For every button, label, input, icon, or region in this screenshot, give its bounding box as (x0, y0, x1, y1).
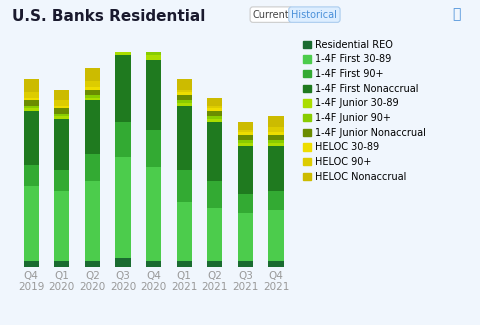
Bar (146, 14, 161, 31)
Bar (85, 82, 100, 87)
Bar (207, 122, 222, 181)
Bar (268, 116, 284, 127)
Bar (24, 100, 39, 106)
Bar (54, 100, 70, 106)
Bar (238, 140, 253, 143)
Bar (207, 181, 222, 207)
Bar (177, 79, 192, 89)
Text: Current: Current (253, 10, 289, 20)
Bar (54, 261, 70, 266)
Text: U.S. Banks Residential: U.S. Banks Residential (12, 9, 205, 24)
Bar (207, 116, 222, 119)
Bar (177, 89, 192, 92)
Bar (238, 261, 253, 266)
Bar (238, 146, 253, 194)
Bar (24, 111, 39, 164)
Text: ⓘ: ⓘ (452, 7, 460, 22)
Bar (24, 98, 39, 100)
Bar (146, 41, 161, 49)
Bar (115, 31, 131, 36)
Bar (85, 95, 100, 98)
Bar (24, 108, 39, 111)
Bar (54, 191, 70, 261)
Bar (85, 68, 100, 82)
Bar (115, 258, 131, 266)
Bar (238, 143, 253, 146)
Legend: Residential REO, 1-4F First 30-89, 1-4F First 90+, 1-4F First Nonaccrual, 1-4F J: Residential REO, 1-4F First 30-89, 1-4F … (303, 40, 426, 182)
Bar (207, 106, 222, 108)
Bar (115, 9, 131, 25)
Bar (268, 135, 284, 140)
Bar (177, 92, 192, 95)
Bar (85, 100, 100, 154)
Bar (115, 44, 131, 49)
Bar (177, 202, 192, 261)
Bar (238, 130, 253, 132)
Bar (268, 127, 284, 132)
Bar (146, 60, 161, 130)
Bar (24, 92, 39, 98)
Bar (207, 261, 222, 266)
Bar (177, 103, 192, 106)
Bar (177, 100, 192, 103)
Bar (85, 98, 100, 100)
Bar (146, 167, 161, 261)
Bar (177, 170, 192, 202)
Bar (24, 106, 39, 108)
Bar (54, 116, 70, 119)
Bar (115, 36, 131, 44)
Bar (54, 119, 70, 170)
Bar (207, 108, 222, 111)
Bar (146, 36, 161, 41)
Bar (24, 186, 39, 261)
Bar (85, 261, 100, 266)
Bar (177, 95, 192, 100)
Bar (268, 132, 284, 135)
Bar (54, 114, 70, 116)
Bar (85, 154, 100, 181)
Bar (54, 89, 70, 100)
Text: Historical: Historical (291, 10, 337, 20)
Bar (238, 135, 253, 140)
Bar (268, 146, 284, 191)
Bar (54, 108, 70, 114)
Bar (268, 210, 284, 261)
Bar (207, 119, 222, 122)
Bar (115, 55, 131, 122)
Bar (115, 157, 131, 258)
Bar (268, 191, 284, 210)
Bar (207, 98, 222, 106)
Bar (24, 261, 39, 266)
Bar (238, 213, 253, 261)
Bar (146, 49, 161, 55)
Bar (85, 89, 100, 95)
Bar (146, 55, 161, 60)
Bar (146, 130, 161, 167)
Bar (54, 106, 70, 108)
Bar (115, 25, 131, 31)
Bar (24, 79, 39, 92)
Bar (24, 164, 39, 186)
Bar (207, 111, 222, 116)
Bar (177, 106, 192, 170)
Bar (268, 261, 284, 266)
Bar (85, 181, 100, 261)
Bar (268, 143, 284, 146)
Bar (146, 31, 161, 36)
Bar (238, 132, 253, 135)
Bar (268, 140, 284, 143)
Bar (115, 122, 131, 157)
Bar (85, 87, 100, 89)
Bar (54, 170, 70, 191)
Bar (238, 122, 253, 130)
Bar (207, 207, 222, 261)
Bar (238, 194, 253, 213)
Bar (177, 261, 192, 266)
Bar (146, 261, 161, 266)
Bar (115, 49, 131, 55)
